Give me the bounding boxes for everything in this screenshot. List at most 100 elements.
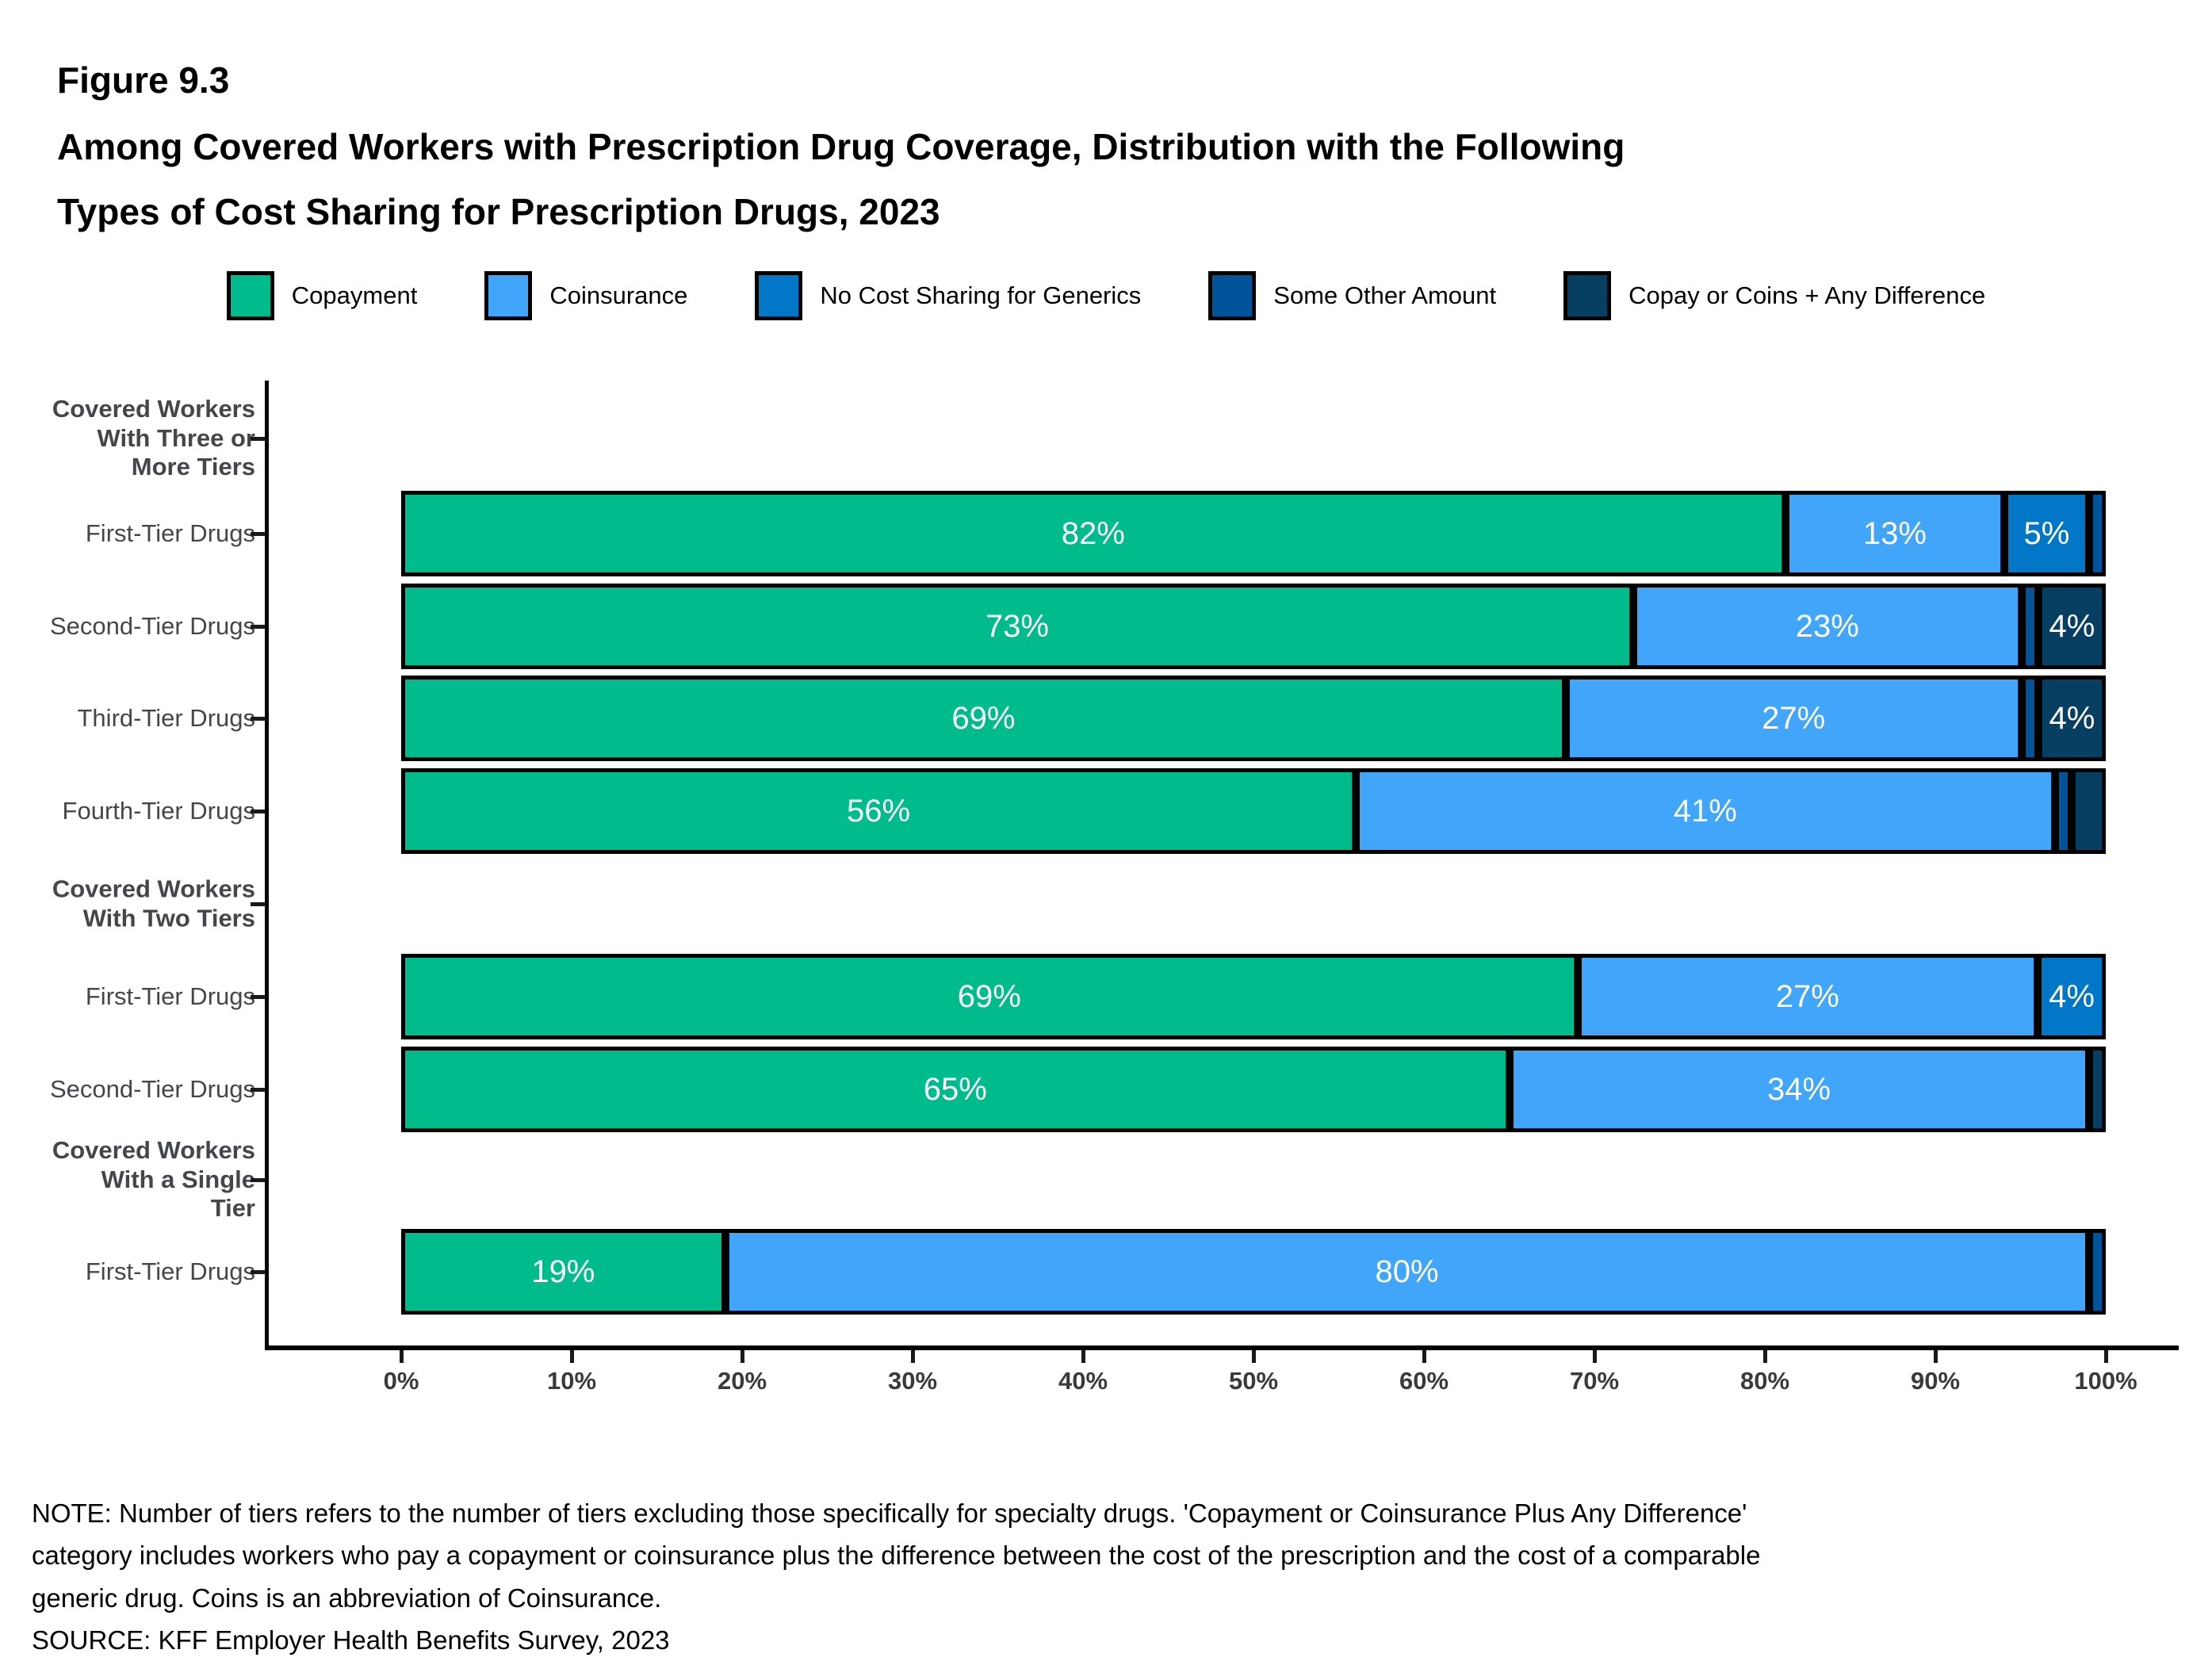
- bar-row: 82% 13% 5%: [401, 491, 2106, 576]
- bar-segment-some-other-amount: [2021, 676, 2038, 761]
- bar-segment-label: 73%: [985, 608, 1049, 644]
- y-tick: [251, 1178, 266, 1182]
- bar-segment-coinsurance: 27%: [1565, 676, 2022, 761]
- bar-segment-some-other-amount: [2021, 584, 2038, 669]
- x-tick-label: 40%: [1058, 1367, 1108, 1395]
- y-tier-label: Fourth-Tier Drugs: [62, 797, 255, 825]
- bar-segment-some-other-amount: [2088, 1229, 2106, 1315]
- x-tick: [2104, 1350, 2108, 1363]
- bar-segment-label: 27%: [1775, 978, 1839, 1014]
- page-title-line-2: Types of Cost Sharing for Prescription D…: [57, 191, 940, 232]
- bar-segment-label: 56%: [846, 793, 911, 829]
- legend-swatch-some-other-amount: [1208, 271, 1257, 320]
- y-tier-label: First-Tier Drugs: [85, 519, 255, 547]
- footnote-block: NOTE: Number of tiers refers to the numb…: [32, 1492, 1760, 1662]
- bar-segment-no-cost-sharing-generics: 4%: [2038, 954, 2106, 1039]
- y-group-label: Covered Workers With a Single Tier: [52, 1136, 255, 1223]
- x-tick-label: 70%: [1569, 1367, 1620, 1395]
- bar-segment-some-other-amount: [2088, 491, 2106, 576]
- title-block: Figure 9.3 Among Covered Workers with Pr…: [57, 62, 1625, 258]
- legend-swatch-copay-coins-difference: [1563, 271, 1612, 320]
- x-tick-label: 60%: [1399, 1367, 1449, 1395]
- y-tick: [251, 1088, 266, 1092]
- bar-row: 73% 23% 4%: [401, 584, 2106, 669]
- legend-swatch-coinsurance: [484, 271, 533, 320]
- figure-number: Figure 9.3: [57, 59, 230, 101]
- bar-segment-copay-coins-any-difference: 4%: [2038, 676, 2106, 761]
- bar-segment-label: 23%: [1795, 608, 1859, 644]
- x-tick: [1593, 1350, 1597, 1363]
- note-line: category includes workers who pay a copa…: [32, 1541, 1761, 1571]
- bar-segment-coinsurance: 13%: [1785, 491, 2005, 576]
- legend-label: Copay or Coins + Any Difference: [1628, 281, 1986, 309]
- legend-item-copayment: Copayment: [226, 271, 418, 320]
- y-tier-label: Second-Tier Drugs: [49, 1075, 255, 1103]
- source-line: SOURCE: KFF Employer Health Benefits Sur…: [32, 1625, 670, 1655]
- x-tick: [1081, 1350, 1085, 1363]
- x-tick-label: 10%: [546, 1367, 597, 1395]
- y-tier-label: Second-Tier Drugs: [49, 612, 255, 640]
- bar-segment-no-cost-sharing-generics: 5%: [2004, 491, 2089, 576]
- bar-segment-label: 13%: [1862, 515, 1927, 551]
- x-tick-label: 90%: [1910, 1367, 1961, 1395]
- bar-segment-label: 5%: [2023, 515, 2070, 551]
- bar-segment-copay-coins-any-difference: [2072, 768, 2106, 854]
- y-tick: [251, 532, 266, 536]
- page-title-line-1: Among Covered Workers with Prescription …: [57, 126, 1625, 167]
- y-tick: [251, 995, 266, 999]
- legend-item-no-cost-sharing: No Cost Sharing for Generics: [755, 271, 1141, 320]
- bar-segment-label: 27%: [1762, 700, 1826, 736]
- bar-segment-coinsurance: 27%: [1577, 954, 2038, 1039]
- x-tick: [570, 1350, 574, 1363]
- y-group-label: Covered Workers With Three or More Tiers: [52, 395, 255, 481]
- bar-row: 69% 27% 4%: [401, 954, 2106, 1039]
- x-tick: [1763, 1350, 1767, 1363]
- y-tier-label: First-Tier Drugs: [85, 982, 255, 1010]
- bar-segment-copay-coins-any-difference: 4%: [2038, 584, 2106, 669]
- bar-segment-label: 65%: [923, 1071, 987, 1107]
- y-tick: [251, 1270, 266, 1274]
- bar-segment-coinsurance: 41%: [1356, 768, 2055, 854]
- x-tick-label: 50%: [1228, 1367, 1279, 1395]
- bar-segment-coinsurance: 80%: [725, 1229, 2089, 1315]
- bar-segment-label: 80%: [1375, 1254, 1439, 1289]
- y-tier-label: First-Tier Drugs: [85, 1257, 255, 1285]
- bar-segment-copay-coins-any-difference: [2088, 1047, 2106, 1132]
- bar-segment-copayment: 69%: [401, 954, 1578, 1039]
- bar-segment-copayment: 56%: [401, 768, 1356, 854]
- x-tick-label: 100%: [2074, 1367, 2137, 1395]
- bar-segment-label: 4%: [2049, 978, 2095, 1014]
- y-axis-line: [265, 381, 269, 1350]
- bar-row: 19% 80%: [401, 1229, 2106, 1315]
- note-line: generic drug. Coins is an abbreviation o…: [32, 1583, 662, 1613]
- x-tick-label: 20%: [717, 1367, 767, 1395]
- bar-row: 69% 27% 4%: [401, 676, 2106, 761]
- note-line: NOTE: Number of tiers refers to the numb…: [32, 1498, 1747, 1528]
- bar-segment-coinsurance: 34%: [1509, 1047, 2089, 1132]
- legend-item-some-other-amount: Some Other Amount: [1208, 271, 1496, 320]
- bar-segment-label: 69%: [957, 978, 1021, 1014]
- legend-label: Some Other Amount: [1273, 281, 1497, 309]
- bar-segment-copayment: 65%: [401, 1047, 1510, 1132]
- x-axis-line: [265, 1345, 2179, 1350]
- legend-label: Copayment: [291, 281, 418, 309]
- y-tick: [251, 717, 266, 721]
- y-tick: [251, 625, 266, 629]
- x-tick-label: 0%: [383, 1367, 419, 1395]
- legend-swatch-copayment: [226, 271, 274, 320]
- legend-item-copay-coins-difference: Copay or Coins + Any Difference: [1563, 271, 1985, 320]
- x-tick: [1422, 1350, 1426, 1363]
- x-tick-label: 80%: [1739, 1367, 1790, 1395]
- y-tier-label: Third-Tier Drugs: [77, 704, 256, 732]
- legend-label: Coinsurance: [549, 281, 688, 309]
- x-tick: [400, 1350, 404, 1363]
- x-tick: [741, 1350, 744, 1363]
- y-tick: [251, 902, 266, 906]
- bar-segment-label: 19%: [531, 1254, 595, 1289]
- bar-segment-label: 69%: [951, 700, 1016, 736]
- legend-label: No Cost Sharing for Generics: [820, 281, 1142, 309]
- bar-segment-coinsurance: 23%: [1632, 584, 2022, 669]
- y-tick: [251, 810, 266, 813]
- x-tick-label: 30%: [887, 1367, 938, 1395]
